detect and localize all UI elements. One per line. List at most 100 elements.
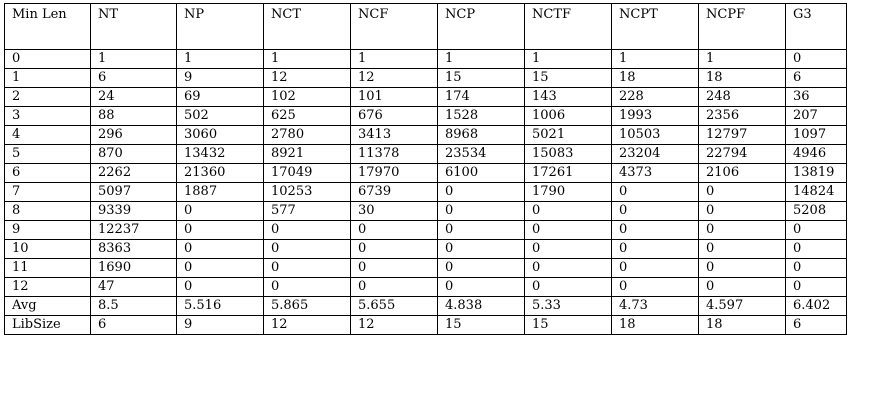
table-cell: 6100 xyxy=(437,163,525,183)
table-cell: 0 xyxy=(437,258,525,278)
table-cell: 12 xyxy=(350,315,438,335)
table-cell: 1 xyxy=(698,49,786,69)
table-cell: 2262 xyxy=(90,163,177,183)
table-cell: 0 xyxy=(785,258,847,278)
table-cell: 5.865 xyxy=(263,296,351,316)
table-cell: 0 xyxy=(263,239,351,259)
table-cell: 1887 xyxy=(176,182,264,202)
table-cell: 1 xyxy=(524,49,612,69)
column-header: NCPF xyxy=(698,3,786,50)
table-cell: 0 xyxy=(524,201,612,221)
table-cell: 102 xyxy=(263,87,351,107)
table-cell: 0 xyxy=(437,239,525,259)
table-cell: 6 xyxy=(785,68,847,88)
table-row: 7 5097 1887 10253 6739 0 1790 0 0 14824 xyxy=(4,182,847,202)
row-label-cell: 1 xyxy=(4,68,91,88)
table-cell: 3413 xyxy=(350,125,438,145)
table-cell: 12 xyxy=(350,68,438,88)
table-cell: 18 xyxy=(611,315,699,335)
table-cell: 4.73 xyxy=(611,296,699,316)
table-cell: 0 xyxy=(611,201,699,221)
table-cell: 8921 xyxy=(263,144,351,164)
table-row: 2 24 69 102 101 174 143 228 248 36 xyxy=(4,87,847,107)
table-cell: 6 xyxy=(90,315,177,335)
table-cell: 0 xyxy=(698,201,786,221)
table-cell: 0 xyxy=(437,201,525,221)
table-cell: 15 xyxy=(437,315,525,335)
column-header: NT xyxy=(90,3,177,50)
table-row: 12 47 0 0 0 0 0 0 0 0 xyxy=(4,277,847,297)
table-cell: 23204 xyxy=(611,144,699,164)
row-label-cell: 10 xyxy=(4,239,91,259)
table-cell: 12 xyxy=(263,315,351,335)
table-cell: 0 xyxy=(611,277,699,297)
table-cell: 18 xyxy=(611,68,699,88)
row-label-cell: 3 xyxy=(4,106,91,126)
table-cell: 502 xyxy=(176,106,264,126)
table-cell: 23534 xyxy=(437,144,525,164)
table-cell: 0 xyxy=(524,277,612,297)
table-cell: 0 xyxy=(176,220,264,240)
table-cell: 1528 xyxy=(437,106,525,126)
table-cell: 1 xyxy=(611,49,699,69)
table-cell: 18 xyxy=(698,68,786,88)
row-label-cell: 7 xyxy=(4,182,91,202)
table-cell: 3060 xyxy=(176,125,264,145)
table-cell: 4946 xyxy=(785,144,847,164)
table-cell: 1993 xyxy=(611,106,699,126)
table-cell: 0 xyxy=(350,220,438,240)
row-label-cell: 12 xyxy=(4,277,91,297)
table-cell: 0 xyxy=(350,258,438,278)
table-cell: 0 xyxy=(611,258,699,278)
table-cell: 18 xyxy=(698,315,786,335)
table-cell: 101 xyxy=(350,87,438,107)
table-cell: 5.33 xyxy=(524,296,612,316)
table-cell: 0 xyxy=(785,49,847,69)
table-cell: 4.597 xyxy=(698,296,786,316)
table-cell: 228 xyxy=(611,87,699,107)
table-cell: 13819 xyxy=(785,163,847,183)
table-cell: 0 xyxy=(698,277,786,297)
column-header: NCP xyxy=(437,3,525,50)
table-cell: 0 xyxy=(176,201,264,221)
table-cell: 5.516 xyxy=(176,296,264,316)
table-cell: 0 xyxy=(437,182,525,202)
row-label-cell: 5 xyxy=(4,144,91,164)
table-cell: 30 xyxy=(350,201,438,221)
table-cell: 0 xyxy=(785,220,847,240)
table-cell: 870 xyxy=(90,144,177,164)
row-label-cell: 2 xyxy=(4,87,91,107)
table-cell: 69 xyxy=(176,87,264,107)
table-cell: 15 xyxy=(524,68,612,88)
table-cell: 5021 xyxy=(524,125,612,145)
row-label-cell: 4 xyxy=(4,125,91,145)
table-cell: 0 xyxy=(698,239,786,259)
column-header: G3 xyxy=(785,3,847,50)
table-cell: 11378 xyxy=(350,144,438,164)
table-cell: 15083 xyxy=(524,144,612,164)
table-cell: 10503 xyxy=(611,125,699,145)
table-cell: 577 xyxy=(263,201,351,221)
table-row: 6 2262 21360 17049 17970 6100 17261 4373 2106 138… xyxy=(4,163,847,183)
table-cell: 1097 xyxy=(785,125,847,145)
table-cell: 9 xyxy=(176,315,264,335)
table-cell: 4.838 xyxy=(437,296,525,316)
table-cell: 17049 xyxy=(263,163,351,183)
row-label-cell: 9 xyxy=(4,220,91,240)
table-cell: 296 xyxy=(90,125,177,145)
table-row: 5 870 13432 8921 11378 23534 15083 23204 22794 49… xyxy=(4,144,847,164)
table-cell: 0 xyxy=(698,258,786,278)
table-cell: 0 xyxy=(785,239,847,259)
table-cell: 14824 xyxy=(785,182,847,202)
table-cell: 174 xyxy=(437,87,525,107)
table-row: 4 296 3060 2780 3413 8968 5021 10503 12797 1097 xyxy=(4,125,847,145)
table-cell: 6 xyxy=(785,315,847,335)
table-cell: 9 xyxy=(176,68,264,88)
table-cell: 2780 xyxy=(263,125,351,145)
table-cell: 5097 xyxy=(90,182,177,202)
table-cell: 1 xyxy=(350,49,438,69)
row-label-cell: Avg xyxy=(4,296,91,316)
table-cell: 6 xyxy=(90,68,177,88)
